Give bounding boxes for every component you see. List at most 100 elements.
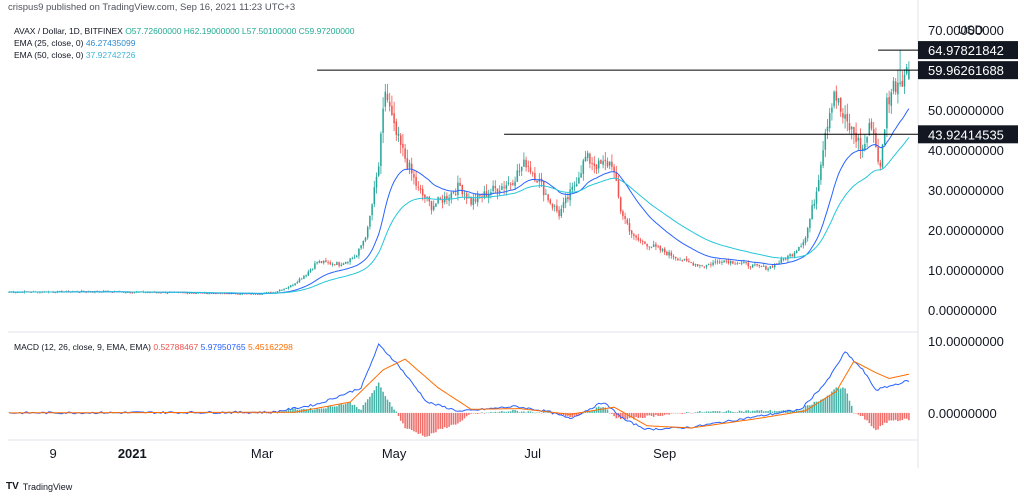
candle-body: [732, 261, 734, 264]
candle-body: [131, 292, 134, 294]
candle-body: [564, 197, 567, 204]
candle-body: [828, 113, 831, 129]
macd-hist-bar: [276, 412, 279, 414]
candle-body: [864, 144, 866, 150]
candle-body: [364, 237, 367, 241]
candle-body: [547, 194, 549, 201]
macd-hist-bar: [578, 412, 580, 416]
macd-hist-bar: [424, 412, 426, 437]
macd-hist-bar: [534, 412, 536, 414]
macd-hist-bar: [879, 412, 882, 427]
macd-hist-bar: [512, 409, 514, 413]
candle-body: [778, 262, 780, 264]
candle-body: [344, 261, 347, 264]
candle-body: [210, 293, 213, 294]
macd-hist-bar: [536, 412, 538, 413]
macd-hist-bar: [265, 412, 268, 414]
macd-hist-bar: [503, 411, 505, 413]
candle-body: [721, 262, 723, 264]
macd-hist-bar: [520, 411, 523, 413]
macd-hist-bar: [439, 412, 442, 429]
candle-body: [681, 259, 684, 261]
time-tick-label: Mar: [251, 446, 274, 461]
price-tick-label: 10.00000000: [928, 263, 1004, 278]
macd-hist-bar: [630, 412, 633, 418]
candle-body: [892, 80, 895, 92]
candle-body: [850, 126, 853, 130]
macd-hist-bar: [228, 412, 230, 414]
macd-hist-bar: [157, 412, 160, 414]
candle-body: [446, 195, 448, 200]
macd-hist-bar: [604, 407, 607, 413]
macd-hist-bar: [769, 409, 772, 413]
candle-body: [395, 121, 398, 135]
candle-body: [349, 258, 351, 262]
macd-line-value: 5.97950765: [200, 342, 246, 352]
candle-body: [611, 161, 613, 167]
candle-body: [399, 135, 402, 145]
candle-body: [802, 242, 805, 246]
macd-hist-bar: [382, 391, 384, 413]
candle-body: [30, 292, 32, 294]
candle-body: [487, 194, 490, 199]
candle-body: [780, 258, 783, 263]
candle-body: [725, 260, 728, 262]
macd-hist-bar: [857, 412, 860, 415]
candle-body: [525, 159, 527, 168]
candle-body: [835, 91, 838, 101]
macd-hist-bar: [831, 391, 833, 413]
candle-body: [523, 159, 525, 167]
candle-body: [872, 129, 875, 135]
candle-body: [716, 261, 719, 263]
candle-body: [784, 259, 787, 261]
macd-hist-bar: [736, 412, 739, 413]
macd-hist-bar: [747, 410, 750, 413]
macd-hist-bar: [402, 412, 404, 424]
macd-hist-bar: [617, 412, 620, 418]
candle-body: [776, 263, 778, 265]
candle-body: [124, 292, 127, 294]
candle-body: [879, 162, 882, 167]
macd-hist-bar: [685, 411, 688, 413]
macd-hist-bar: [446, 412, 448, 429]
macd-hist-bar: [679, 412, 681, 414]
macd-hist-bar: [749, 411, 752, 413]
macd-line: [8, 342, 910, 431]
price-tick-label: 50.00000000: [928, 103, 1004, 118]
macd-hist-bar: [197, 412, 200, 414]
candle-body: [542, 181, 545, 196]
candle-body: [65, 290, 68, 292]
candle-body: [584, 156, 587, 162]
candle-body: [215, 293, 217, 295]
candle-body: [723, 260, 725, 263]
macd-hist-bar: [622, 412, 624, 419]
candle-body: [628, 222, 631, 232]
candle-body: [327, 261, 329, 263]
candle-body: [736, 263, 739, 265]
candle-body: [320, 261, 323, 264]
macd-hist-bar: [870, 412, 873, 427]
macd-hist-bar: [523, 411, 525, 413]
macd-hist-bar: [415, 412, 417, 433]
macd-hist-bar: [309, 407, 312, 413]
candle-body: [641, 241, 644, 242]
macd-hist-bar: [756, 410, 758, 413]
macd-hist-bar: [362, 405, 365, 413]
candle-body: [806, 228, 809, 239]
candle-body: [839, 97, 842, 112]
macd-hist-bar: [778, 410, 780, 413]
candle-body: [901, 80, 904, 87]
candle-body: [111, 291, 114, 293]
candle-body: [509, 183, 512, 185]
macd-hist-bar: [732, 411, 734, 413]
candle-body: [578, 177, 580, 184]
candle-body: [333, 264, 336, 266]
macd-hist-bar: [369, 396, 371, 413]
macd-hist-bar: [479, 412, 481, 414]
candle-body: [375, 176, 378, 188]
candle-body: [439, 197, 442, 200]
macd-hist-bar: [432, 412, 435, 433]
level-label: 59.96261688: [928, 63, 1004, 78]
candle-body: [380, 133, 382, 166]
